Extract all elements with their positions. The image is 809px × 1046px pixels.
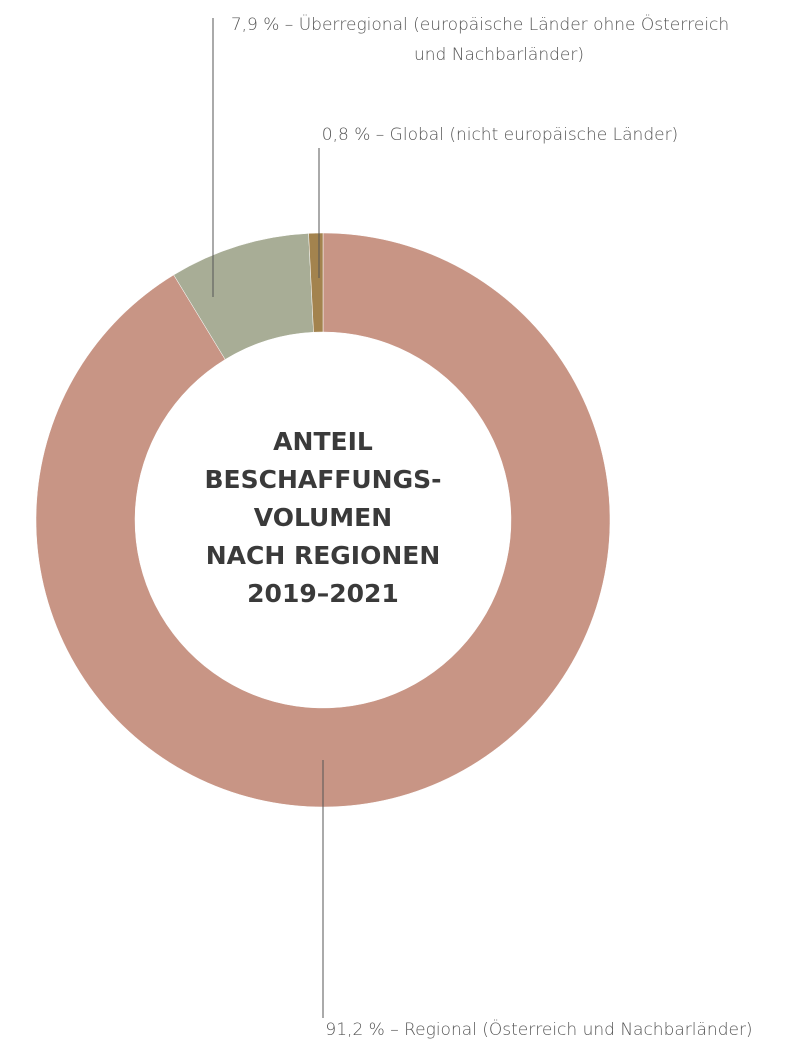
center-title: ANTEIL (273, 427, 373, 456)
slice-label: 7,9 % – Überregional (europäische Länder… (231, 13, 729, 35)
center-title: BESCHAFFUNGS- (204, 465, 441, 494)
center-title: VOLUMEN (254, 503, 392, 532)
donut-slice (35, 232, 611, 808)
center-title: NACH REGIONEN (206, 541, 441, 570)
center-title: 2019–2021 (247, 579, 399, 608)
slice-label: 0,8 % – Global (nicht europäische Länder… (322, 125, 678, 145)
slice-label: 91,2 % – Regional (Österreich und Nachba… (325, 1018, 752, 1040)
slice-label: und Nachbarländer) (414, 45, 584, 65)
